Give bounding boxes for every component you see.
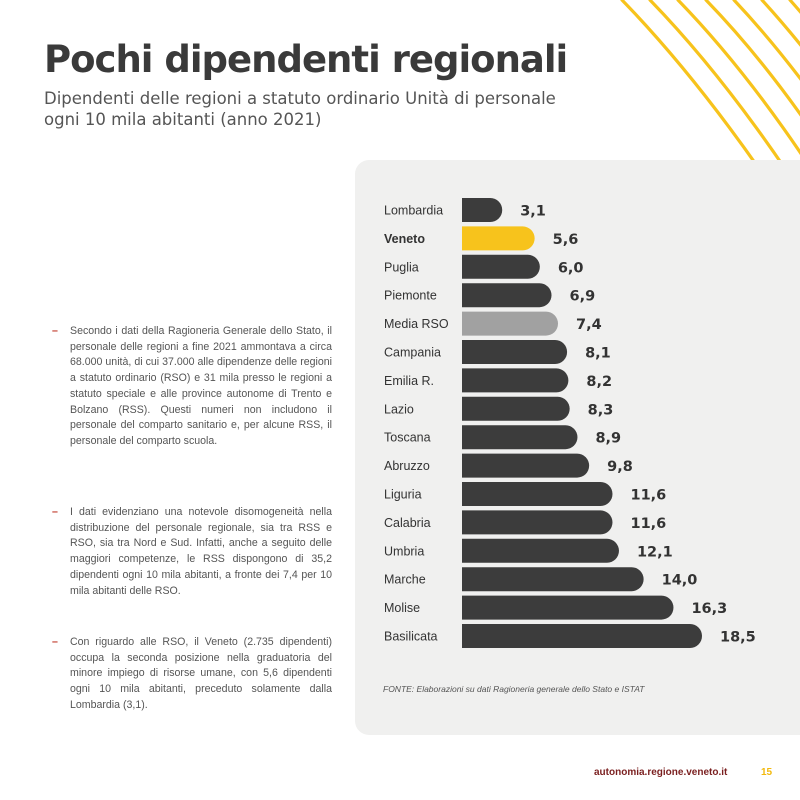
bar-abruzzo [462,453,590,478]
category-label-calabria: Calabria [384,516,431,530]
page-title: Pochi dipendenti regionali [44,38,568,81]
category-label-piemonte: Piemonte [384,289,437,303]
category-label-campania: Campania [384,346,441,360]
bar-toscana [462,425,578,450]
value-label-basilicata: 18,5 [720,630,756,646]
bar-piemonte [462,283,552,308]
bar-puglia [462,254,540,279]
bullet-dash: – [52,506,58,518]
bullet-text-2: I dati evidenziano una notevole disomoge… [70,506,332,597]
value-label-marche: 14,0 [662,573,698,589]
value-label-lombardia: 3,1 [520,204,546,220]
value-label-umbria: 12,1 [637,544,673,560]
value-label-emilia-r: 8,2 [586,374,612,390]
page-number: 15 [761,767,773,778]
category-label-basilicata: Basilicata [384,630,438,644]
value-label-campania: 8,1 [585,346,611,362]
bullet-item-3: – Con riguardo alle RSO, il Veneto (2.73… [52,635,332,714]
value-label-calabria: 11,6 [630,516,666,532]
bullet-dash: – [52,636,58,648]
value-label-media-rso: 7,4 [576,317,602,333]
category-label-abruzzo: Abruzzo [384,459,430,473]
footer-url[interactable]: autonomia.regione.veneto.it [594,767,728,778]
category-label-emilia-r: Emilia R. [384,374,434,388]
bullet-item-1: – Secondo i dati della Ragioneria Genera… [52,324,332,450]
bullet-dash: – [52,325,58,337]
category-label-toscana: Toscana [384,431,431,445]
bar-lazio [462,396,570,421]
bar-lombardia [462,198,503,222]
subtitle-line-1: Dipendenti delle regioni a statuto ordin… [44,89,556,108]
bullet-text-3: Con riguardo alle RSO, il Veneto (2.735 … [70,636,332,711]
category-label-veneto: Veneto [384,232,425,246]
category-label-liguria: Liguria [384,488,422,502]
bar-calabria [462,510,613,535]
bullet-text-1: Secondo i dati della Ragioneria Generale… [70,325,332,447]
value-label-liguria: 11,6 [630,488,666,504]
bar-marche [462,567,644,592]
value-label-toscana: 8,9 [595,431,621,447]
value-label-puglia: 6,0 [558,260,584,276]
bar-emilia-r [462,368,569,393]
category-label-umbria: Umbria [384,544,424,558]
bar-veneto [462,226,535,251]
value-label-abruzzo: 9,8 [607,459,633,475]
value-label-veneto: 5,6 [553,232,579,248]
bar-campania [462,340,568,364]
page-subtitle: Dipendenti delle regioni a statuto ordin… [44,88,604,130]
category-label-marche: Marche [384,573,426,587]
category-label-molise: Molise [384,601,420,615]
category-label-puglia: Puglia [384,260,419,274]
bullet-item-2: – I dati evidenziano una notevole disomo… [52,505,332,599]
bar-chart: Lombardia 3,1 Veneto 5,6 Puglia 6,0 Piemonte 6,… [384,198,756,648]
value-label-molise: 16,3 [691,601,727,617]
subtitle-line-2: ogni 10 mila abitanti (anno 2021) [44,110,322,129]
category-label-media-rso: Media RSO [384,317,449,331]
decorative-yellow-curves [620,0,800,170]
bar-media-rso [462,311,558,336]
chart-source: FONTE: Elaborazioni su dati Ragioneria g… [383,684,645,694]
category-label-lombardia: Lombardia [384,204,443,218]
bar-basilicata [462,624,702,648]
value-label-piemonte: 6,9 [570,289,596,305]
category-label-lazio: Lazio [384,402,414,416]
value-label-lazio: 8,3 [588,402,614,418]
bar-umbria [462,538,619,563]
bar-liguria [462,482,613,506]
bar-molise [462,595,674,620]
